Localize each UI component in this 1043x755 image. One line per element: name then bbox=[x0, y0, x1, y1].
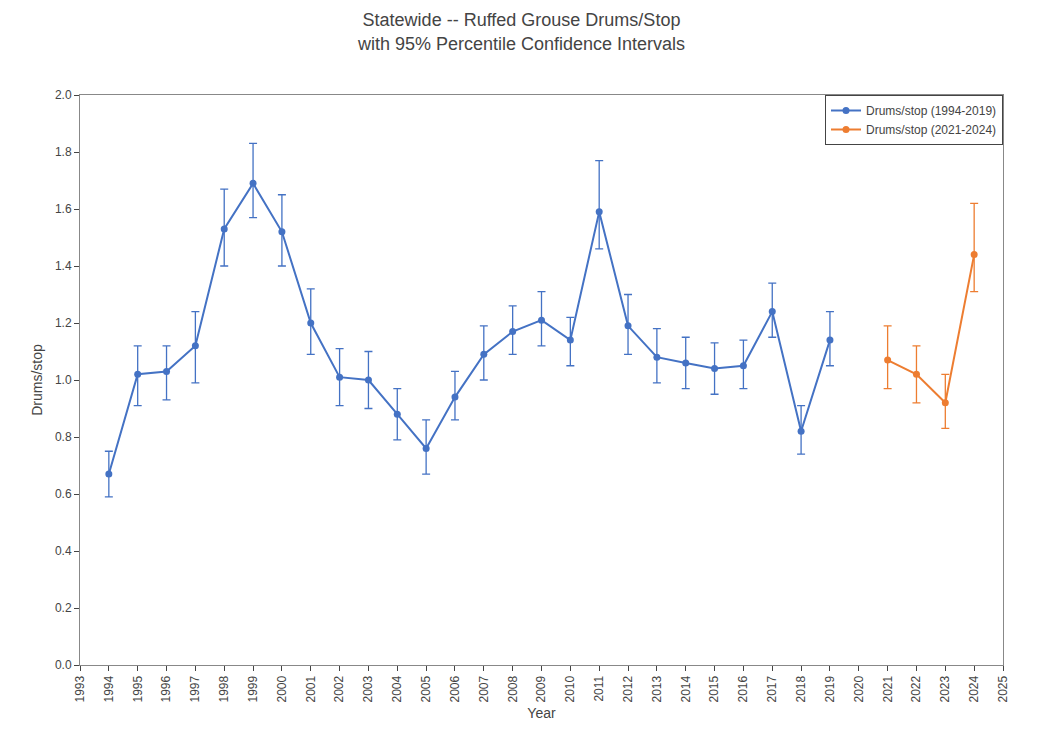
svg-text:1998: 1998 bbox=[217, 675, 231, 702]
svg-text:2000: 2000 bbox=[275, 675, 289, 702]
svg-text:2015: 2015 bbox=[707, 675, 721, 702]
svg-text:0.2: 0.2 bbox=[55, 601, 72, 615]
svg-text:2019: 2019 bbox=[823, 675, 837, 702]
svg-text:0.6: 0.6 bbox=[55, 487, 72, 501]
svg-text:2018: 2018 bbox=[794, 675, 808, 702]
svg-text:2016: 2016 bbox=[736, 675, 750, 702]
svg-text:Drums/stop (1994-2019): Drums/stop (1994-2019) bbox=[866, 104, 996, 118]
svg-text:2.0: 2.0 bbox=[55, 88, 72, 102]
svg-text:1.4: 1.4 bbox=[55, 259, 72, 273]
svg-text:2024: 2024 bbox=[967, 675, 981, 702]
svg-text:1.8: 1.8 bbox=[55, 145, 72, 159]
svg-text:2021: 2021 bbox=[881, 675, 895, 702]
svg-text:2022: 2022 bbox=[909, 675, 923, 702]
svg-text:Year: Year bbox=[527, 705, 556, 721]
svg-text:2013: 2013 bbox=[650, 675, 664, 702]
svg-text:2010: 2010 bbox=[563, 675, 577, 702]
svg-text:2023: 2023 bbox=[938, 675, 952, 702]
svg-text:2001: 2001 bbox=[304, 675, 318, 702]
svg-text:2025: 2025 bbox=[996, 675, 1010, 702]
svg-text:2011: 2011 bbox=[592, 675, 606, 701]
svg-text:1.6: 1.6 bbox=[55, 202, 72, 216]
svg-text:0.0: 0.0 bbox=[55, 658, 72, 672]
svg-text:2002: 2002 bbox=[332, 675, 346, 702]
svg-text:2008: 2008 bbox=[506, 675, 520, 702]
svg-text:2007: 2007 bbox=[477, 675, 491, 702]
svg-text:Drums/stop (2021-2024): Drums/stop (2021-2024) bbox=[866, 123, 996, 137]
svg-text:2003: 2003 bbox=[361, 675, 375, 702]
svg-text:2012: 2012 bbox=[621, 675, 635, 702]
svg-text:0.8: 0.8 bbox=[55, 430, 72, 444]
svg-text:1996: 1996 bbox=[159, 675, 173, 702]
svg-text:1994: 1994 bbox=[102, 675, 116, 702]
svg-text:2014: 2014 bbox=[679, 675, 693, 702]
svg-text:Drums/stop: Drums/stop bbox=[29, 344, 45, 416]
svg-text:1.2: 1.2 bbox=[55, 316, 72, 330]
svg-text:1.0: 1.0 bbox=[55, 373, 72, 387]
svg-text:2004: 2004 bbox=[390, 675, 404, 702]
svg-text:1993: 1993 bbox=[73, 675, 87, 702]
svg-text:2006: 2006 bbox=[448, 675, 462, 702]
svg-text:Statewide -- Ruffed Grouse Dru: Statewide -- Ruffed Grouse Drums/Stopwit… bbox=[357, 10, 685, 53]
svg-text:2020: 2020 bbox=[852, 675, 866, 702]
svg-text:1995: 1995 bbox=[131, 675, 145, 702]
svg-text:2009: 2009 bbox=[534, 675, 548, 702]
svg-text:2017: 2017 bbox=[765, 675, 779, 702]
svg-text:1999: 1999 bbox=[246, 675, 260, 702]
svg-text:1997: 1997 bbox=[188, 675, 202, 702]
svg-text:0.4: 0.4 bbox=[55, 544, 72, 558]
svg-text:2005: 2005 bbox=[419, 675, 433, 702]
